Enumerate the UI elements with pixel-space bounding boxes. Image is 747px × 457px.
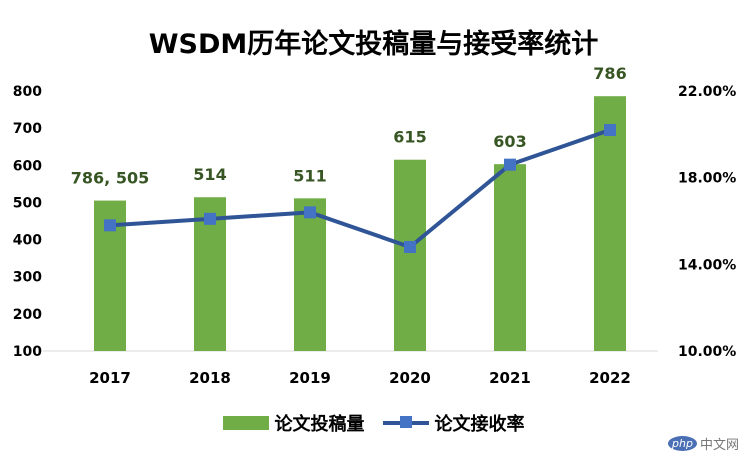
left-axis-tick: 800 bbox=[13, 84, 42, 100]
legend-label: 论文接收率 bbox=[434, 414, 525, 435]
legend: 论文投稿量 论文接收率 bbox=[0, 410, 747, 436]
left-axis-tick: 300 bbox=[13, 270, 42, 286]
data-label-2017: 786, 505 bbox=[71, 169, 149, 188]
x-axis-tick: 2018 bbox=[189, 369, 231, 387]
legend-line-swatch bbox=[382, 416, 429, 428]
right-axis-tick: 22.00% bbox=[678, 84, 736, 100]
acceptance-rate-line bbox=[109, 128, 611, 249]
x-axis-tick: 2017 bbox=[89, 369, 131, 387]
line-marker-2022 bbox=[604, 124, 616, 136]
watermark: php 中文网 bbox=[668, 434, 739, 453]
legend-bar-swatch bbox=[222, 416, 269, 430]
x-axis-tick: 2020 bbox=[389, 369, 431, 387]
data-label-2018: 514 bbox=[193, 165, 226, 184]
line-marker-2018 bbox=[204, 212, 216, 225]
legend-item-submissions: 论文投稿量 bbox=[222, 410, 365, 436]
x-axis-tick: 2021 bbox=[489, 369, 531, 387]
bar-2019 bbox=[294, 198, 326, 351]
legend-item-acceptance: 论文接收率 bbox=[382, 410, 525, 436]
right-axis-tick: 18.00% bbox=[678, 171, 736, 187]
x-axis-tick: 2019 bbox=[289, 369, 331, 387]
right-axis-tick: 14.00% bbox=[678, 257, 736, 273]
left-axis-tick: 100 bbox=[13, 344, 42, 360]
left-axis-tick: 200 bbox=[13, 307, 42, 323]
legend-label: 论文投稿量 bbox=[274, 414, 365, 435]
line-marker-2017 bbox=[104, 219, 116, 232]
bar-2020 bbox=[394, 159, 426, 351]
bar-2021 bbox=[494, 164, 526, 351]
left-axis-tick: 700 bbox=[13, 121, 42, 137]
data-label-2021: 603 bbox=[493, 132, 526, 151]
left-axis-tick: 400 bbox=[13, 233, 42, 249]
left-axis-tick: 600 bbox=[13, 158, 42, 174]
data-label-2022: 786 bbox=[593, 64, 626, 83]
chart-title: WSDM历年论文投稿量与接受率统计 bbox=[148, 29, 599, 60]
line-marker-2020 bbox=[404, 241, 416, 253]
right-axis-tick: 10.00% bbox=[678, 344, 736, 360]
data-label-2020: 615 bbox=[393, 128, 426, 147]
left-axis-tick: 500 bbox=[13, 195, 42, 211]
bar-2022 bbox=[594, 96, 626, 351]
line-marker-2021 bbox=[504, 158, 516, 171]
x-axis-tick: 2022 bbox=[589, 369, 631, 387]
line-marker-2019 bbox=[304, 206, 316, 219]
watermark-logo: php bbox=[668, 436, 697, 451]
data-label-2019: 511 bbox=[293, 166, 326, 185]
